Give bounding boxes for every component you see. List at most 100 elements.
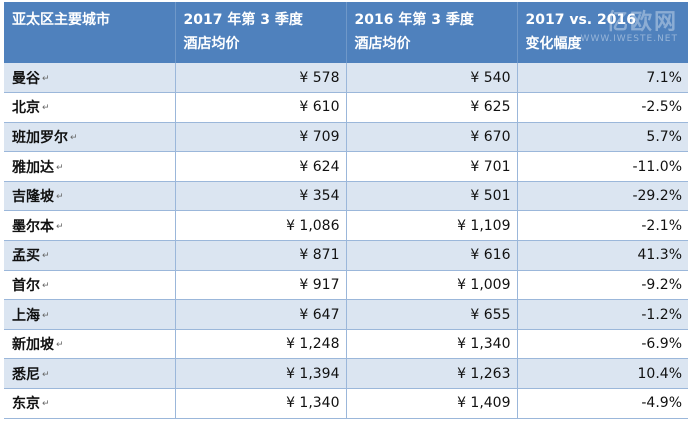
price-2016-cell-text: ¥ 625: [470, 99, 511, 116]
price-2016-cell: ¥ 616: [346, 240, 518, 271]
price-2017-cell-text: ¥ 1,340: [286, 395, 340, 412]
header-2016-line2: 酒店均价: [354, 36, 411, 52]
table-row: 曼谷 ↵ ¥ 578 ¥ 540 7.1%: [4, 63, 688, 94]
table-body: 曼谷 ↵ ¥ 578 ¥ 540 7.1% 北京 ↵ ¥ 610 ¥ 625 -2.5% 班加罗尔 ↵…: [4, 63, 688, 419]
price-2017-cell: ¥ 1,248: [175, 329, 347, 360]
price-2017-cell-text: ¥ 871: [299, 247, 340, 264]
header-2016-line1: 2016 年第 3 季度: [354, 12, 474, 28]
price-2016-cell: ¥ 1,109: [346, 210, 518, 242]
city-cell-text: 曼谷: [12, 70, 40, 87]
city-cell-text: 新加坡: [12, 337, 54, 354]
city-cell: 墨尔本 ↵: [4, 210, 176, 242]
price-2017-cell: ¥ 354: [175, 181, 347, 212]
price-2016-cell: ¥ 1,263: [346, 358, 518, 390]
city-cell-text: 悉尼: [12, 366, 40, 383]
price-2016-cell-text: ¥ 1,409: [457, 395, 511, 412]
price-2017-cell: ¥ 917: [175, 270, 347, 301]
header-2017-line1: 2017 年第 3 季度: [183, 12, 303, 28]
price-2017-cell-text: ¥ 1,248: [286, 336, 340, 353]
change-cell: 5.7%: [517, 122, 688, 153]
table-row: 孟买 ↵ ¥ 871 ¥ 616 41.3%: [4, 240, 688, 271]
header-2017: 2017 年第 3 季度 酒店均价: [175, 2, 347, 63]
change-cell-text: -29.2%: [632, 188, 682, 205]
change-cell: -1.2%: [517, 299, 688, 330]
city-cell: 北京 ↵: [4, 92, 176, 123]
header-city: 亚太区主要城市: [4, 2, 176, 63]
city-cell: 雅加达 ↵: [4, 151, 176, 182]
paragraph-mark-icon: ↵: [42, 251, 50, 262]
city-cell-text: 北京: [12, 100, 40, 117]
table-row: 东京 ↵ ¥ 1,340 ¥ 1,409 -4.9%: [4, 388, 688, 419]
change-cell: -11.0%: [517, 151, 688, 182]
city-cell-text: 上海: [12, 307, 40, 324]
header-city-label: 亚太区主要城市: [12, 12, 110, 28]
price-2017-cell-text: ¥ 917: [299, 276, 340, 293]
paragraph-mark-icon: ↵: [42, 399, 50, 410]
price-2017-cell: ¥ 647: [175, 299, 347, 330]
price-2016-cell: ¥ 1,009: [346, 270, 518, 301]
city-cell-text: 东京: [12, 396, 40, 413]
table-row: 首尔 ↵ ¥ 917 ¥ 1,009 -9.2%: [4, 270, 688, 301]
header-2017-line2: 酒店均价: [183, 36, 240, 52]
change-cell-text: 7.1%: [646, 69, 682, 86]
paragraph-mark-icon: ↵: [56, 192, 64, 203]
change-cell: 10.4%: [517, 358, 688, 390]
paragraph-mark-icon: ↵: [70, 132, 78, 143]
price-2016-cell-text: ¥ 701: [470, 158, 511, 175]
price-2016-cell: ¥ 655: [346, 299, 518, 330]
price-2016-cell-text: ¥ 1,009: [457, 276, 511, 293]
change-cell-text: -4.9%: [641, 395, 682, 412]
paragraph-mark-icon: ↵: [56, 162, 64, 173]
price-2017-cell-text: ¥ 624: [299, 158, 340, 175]
change-cell-text: -6.9%: [641, 336, 682, 353]
header-row: 亚太区主要城市 2017 年第 3 季度 酒店均价 2016 年第 3 季度 酒…: [4, 2, 688, 63]
change-cell-text: -2.1%: [641, 217, 682, 234]
change-cell: -29.2%: [517, 181, 688, 212]
table-row: 上海 ↵ ¥ 647 ¥ 655 -1.2%: [4, 299, 688, 330]
paragraph-mark-icon: ↵: [42, 310, 50, 321]
city-cell: 悉尼 ↵: [4, 358, 176, 390]
paragraph-mark-icon: ↵: [42, 103, 50, 114]
price-2017-cell: ¥ 709: [175, 122, 347, 153]
price-2016-cell: ¥ 540: [346, 63, 518, 94]
price-2016-cell: ¥ 1,409: [346, 388, 518, 419]
price-2016-cell: ¥ 625: [346, 92, 518, 123]
price-2016-cell: ¥ 670: [346, 122, 518, 153]
city-cell: 曼谷 ↵: [4, 63, 176, 94]
price-2017-cell-text: ¥ 578: [299, 69, 340, 86]
table-row: 雅加达 ↵ ¥ 624 ¥ 701 -11.0%: [4, 151, 688, 182]
paragraph-mark-icon: ↵: [42, 369, 50, 380]
price-2017-cell: ¥ 610: [175, 92, 347, 123]
city-cell: 东京 ↵: [4, 388, 176, 419]
price-2017-cell-text: ¥ 1,086: [286, 217, 340, 234]
price-2016-cell-text: ¥ 1,340: [457, 336, 511, 353]
change-cell: -2.5%: [517, 92, 688, 123]
city-cell-text: 班加罗尔: [12, 129, 68, 146]
table-header: 亚太区主要城市 2017 年第 3 季度 酒店均价 2016 年第 3 季度 酒…: [4, 2, 688, 63]
change-cell-text: -1.2%: [641, 306, 682, 323]
price-2016-cell-text: ¥ 616: [470, 247, 511, 264]
price-2016-cell-text: ¥ 1,263: [457, 365, 511, 382]
header-2016: 2016 年第 3 季度 酒店均价: [346, 2, 518, 63]
price-2016-cell-text: ¥ 540: [470, 69, 511, 86]
city-cell: 首尔 ↵: [4, 270, 176, 301]
price-2016-cell: ¥ 501: [346, 181, 518, 212]
change-cell: 41.3%: [517, 240, 688, 271]
city-cell-text: 墨尔本: [12, 218, 54, 235]
price-2017-cell: ¥ 578: [175, 63, 347, 94]
price-2017-cell-text: ¥ 647: [299, 306, 340, 323]
city-cell: 上海 ↵: [4, 299, 176, 330]
change-cell: -2.1%: [517, 210, 688, 242]
city-cell: 吉隆坡 ↵: [4, 181, 176, 212]
change-cell-text: 5.7%: [646, 128, 682, 145]
city-cell-text: 孟买: [12, 248, 40, 265]
city-cell-text: 雅加达: [12, 159, 54, 176]
price-2017-cell-text: ¥ 1,394: [286, 365, 340, 382]
price-2017-cell: ¥ 1,086: [175, 210, 347, 242]
table-row: 班加罗尔 ↵ ¥ 709 ¥ 670 5.7%: [4, 122, 688, 153]
city-cell-text: 吉隆坡: [12, 189, 54, 206]
city-cell: 孟买 ↵: [4, 240, 176, 271]
change-cell-text: -11.0%: [632, 158, 682, 175]
price-2016-cell: ¥ 701: [346, 151, 518, 182]
